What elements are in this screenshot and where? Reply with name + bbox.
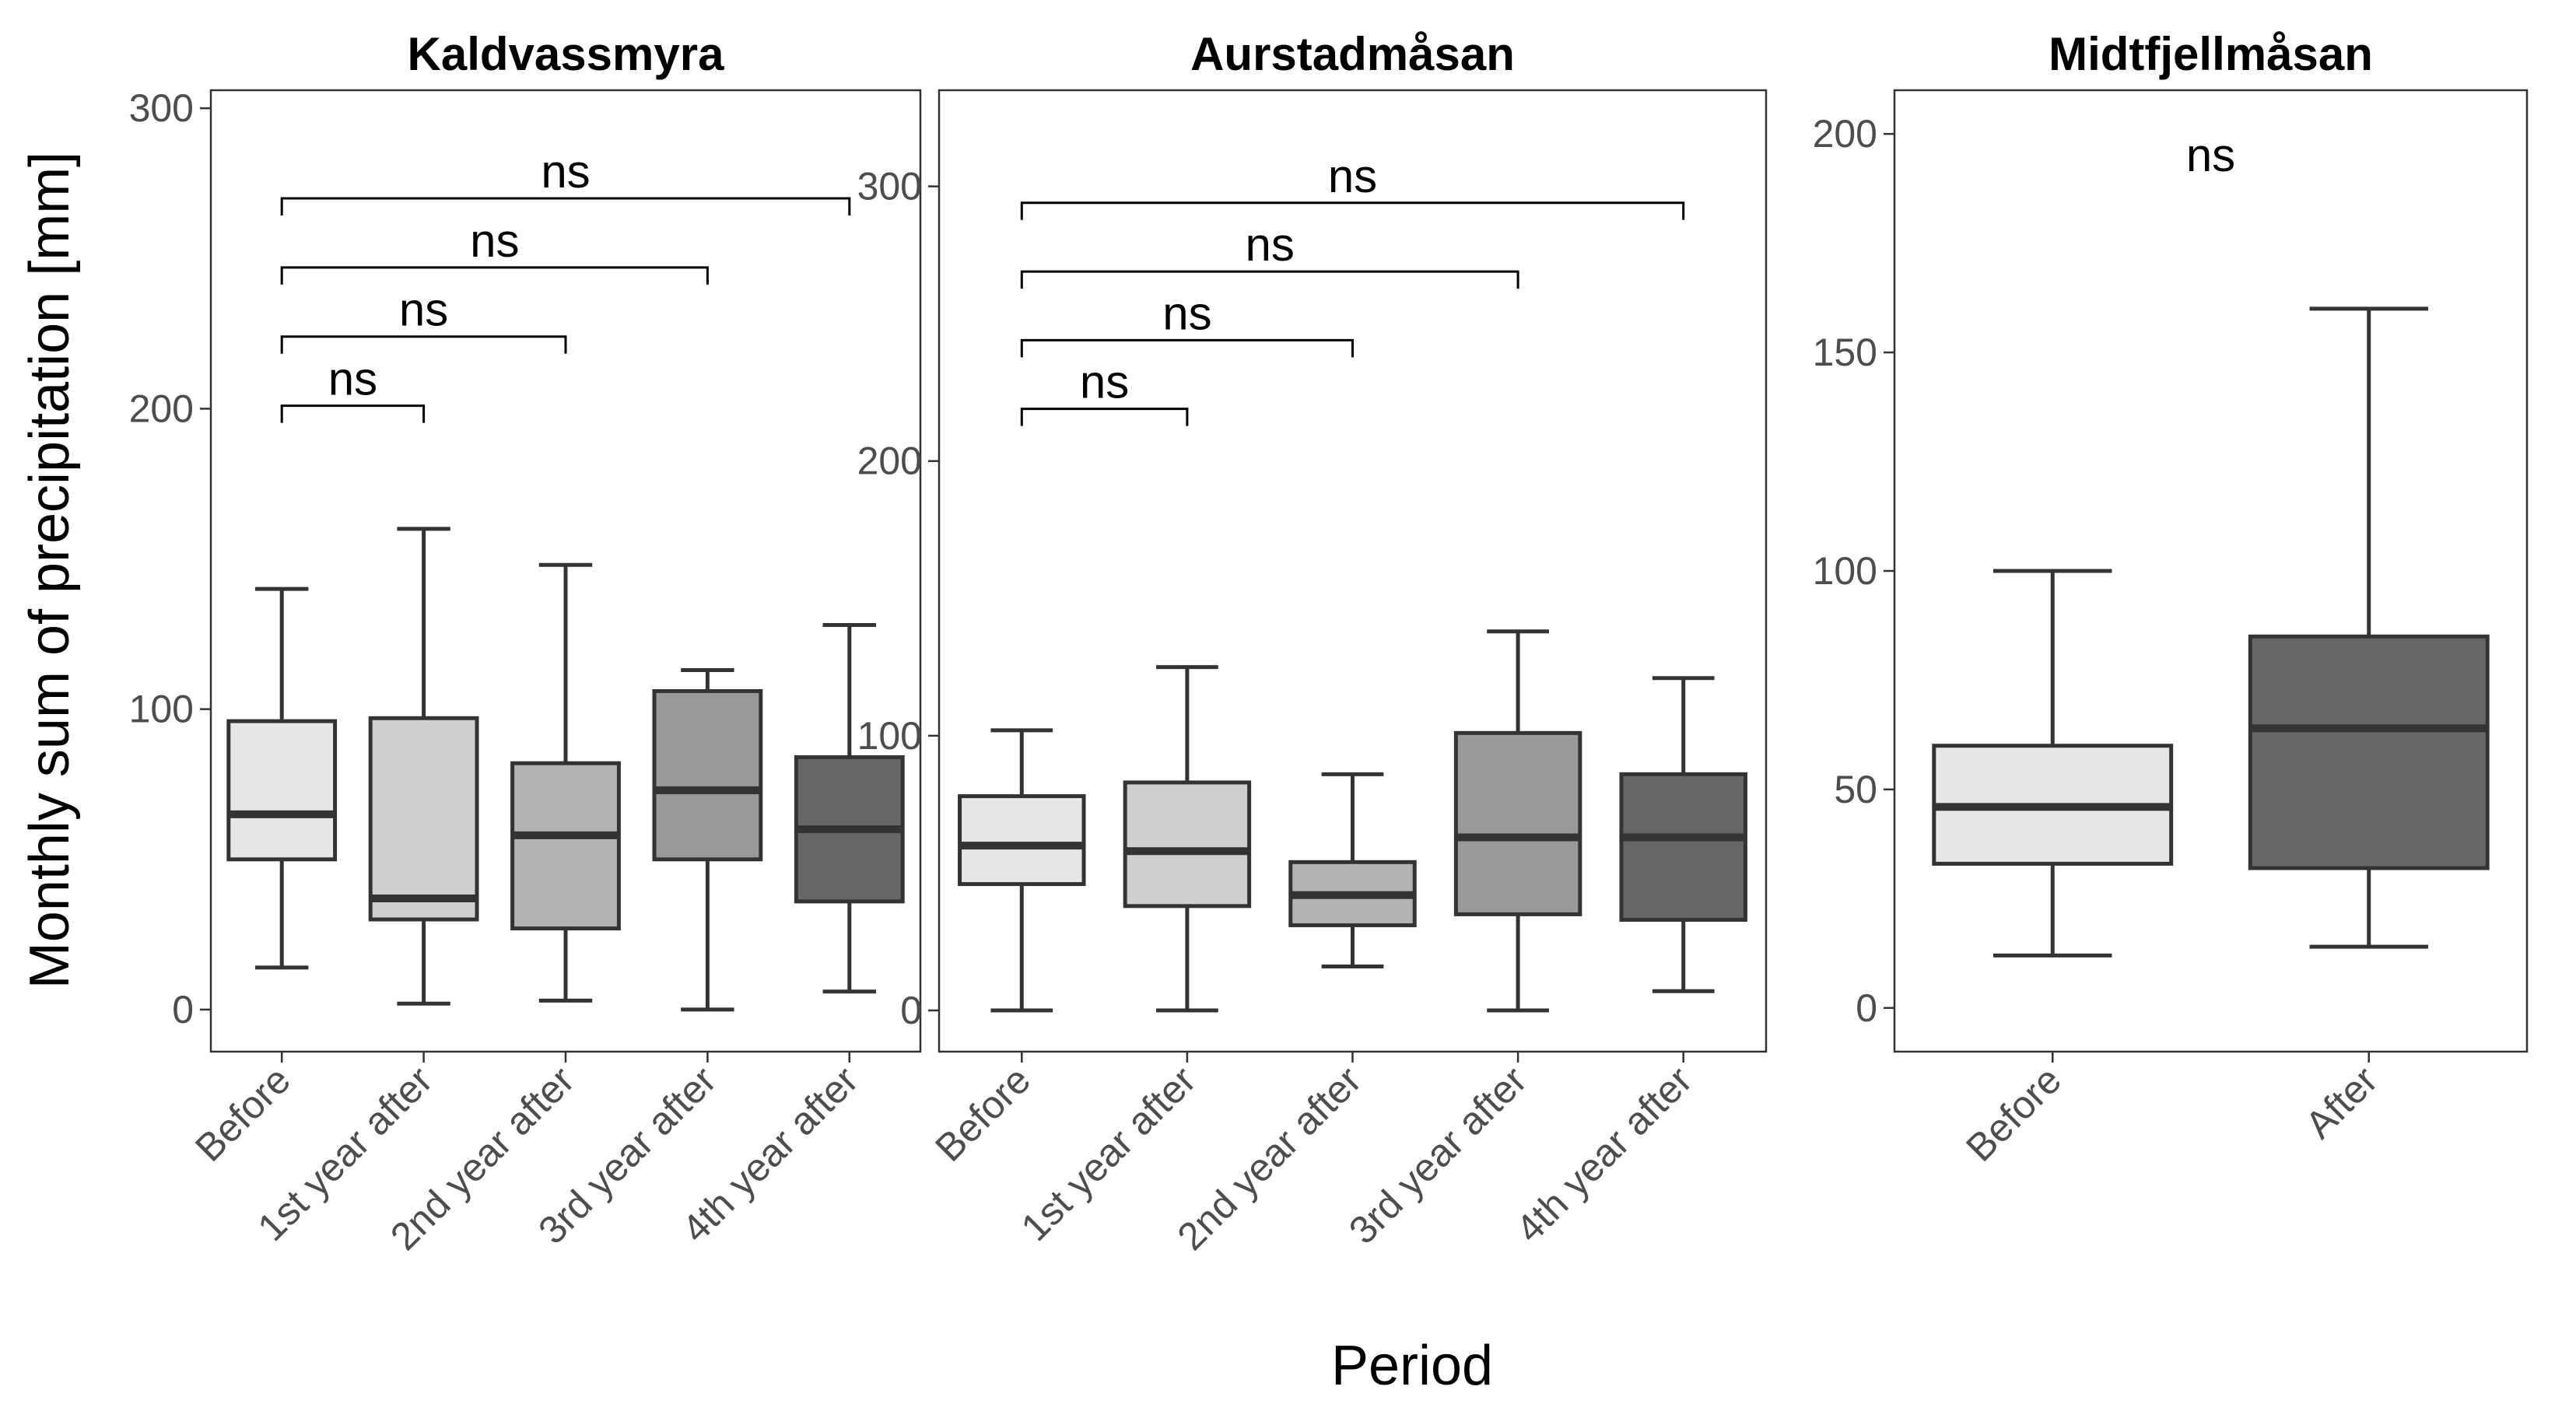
panel-3: Midtfjellmåsan 0 50 100 150 200 Before After ns: [1813, 28, 2529, 1170]
x-tick-label: Before: [1957, 1058, 2070, 1170]
x-tick-label: Before: [927, 1058, 1039, 1170]
significance-bracket: [1020, 408, 1189, 426]
significance-label: ns: [1080, 356, 1129, 408]
significance-bracket: [1020, 201, 1685, 220]
box-2: [368, 527, 479, 1006]
box-2: [2248, 306, 2490, 949]
box-1: [226, 586, 338, 970]
y-tick-label: 100: [1813, 549, 1877, 593]
significance-bracket: [280, 266, 709, 285]
x-tick-label: Before: [187, 1058, 299, 1170]
box-iqr: [368, 716, 479, 922]
box-iqr: [2248, 634, 2490, 870]
box-1: [958, 728, 1086, 1013]
box-2: [1123, 665, 1252, 1013]
y-tick-label: 300: [857, 165, 922, 208]
box-4: [1453, 629, 1582, 1013]
box-iqr: [226, 719, 338, 862]
y-tick-label: 300: [129, 86, 194, 130]
significance-label: ns: [1328, 150, 1377, 202]
significance-bracket: [1020, 338, 1354, 358]
y-tick-label: 200: [129, 387, 194, 430]
box-4: [652, 667, 763, 1012]
x-tick-label: After: [2297, 1058, 2385, 1147]
y-tick-label: 150: [1813, 331, 1877, 374]
y-tick-label: 50: [1834, 768, 1877, 811]
significance-label: ns: [2186, 129, 2235, 181]
significance-label: ns: [1246, 219, 1295, 271]
box-iqr: [1123, 780, 1252, 909]
significance-label: ns: [541, 145, 590, 198]
significance-bracket: [1020, 270, 1519, 289]
panel-title: Kaldvassmyra: [408, 28, 725, 80]
y-tick-label: 100: [129, 688, 194, 731]
box-1: [1932, 569, 2174, 958]
y-tick-label: 200: [1813, 112, 1877, 156]
x-tick-label: 3rd year after: [1341, 1058, 1535, 1252]
box-3: [1288, 772, 1417, 969]
significance-label: ns: [399, 284, 448, 336]
significance-label: ns: [328, 353, 377, 405]
panel-frame: [1893, 89, 2529, 1053]
box-iqr: [1453, 730, 1582, 916]
significance-label: ns: [1162, 287, 1211, 339]
box-iqr: [1619, 772, 1747, 922]
box-iqr: [652, 689, 763, 862]
y-tick-label: 0: [900, 989, 922, 1032]
panel-title: Midtfjellmåsan: [2049, 28, 2373, 80]
significance-bracket: [280, 335, 567, 354]
y-tick-label: 0: [1856, 986, 1877, 1030]
x-tick-label: 4th year after: [1508, 1058, 1701, 1251]
y-tick-label: 100: [857, 714, 922, 758]
box-iqr: [510, 761, 621, 931]
significance-bracket: [280, 404, 426, 423]
significance-label: ns: [470, 215, 519, 267]
y-axis-title: Monthly sum of precipitation [mm]: [19, 152, 81, 989]
box-3: [510, 562, 621, 1003]
y-tick-label: 200: [857, 439, 922, 483]
y-tick-label: 0: [172, 988, 194, 1031]
box-5: [794, 623, 905, 994]
x-axis-title: Period: [1331, 1335, 1493, 1397]
box-5: [1619, 676, 1747, 993]
panel-title: Aurstadmåsan: [1190, 28, 1515, 80]
significance-bracket: [280, 197, 851, 216]
box-iqr: [958, 794, 1086, 887]
